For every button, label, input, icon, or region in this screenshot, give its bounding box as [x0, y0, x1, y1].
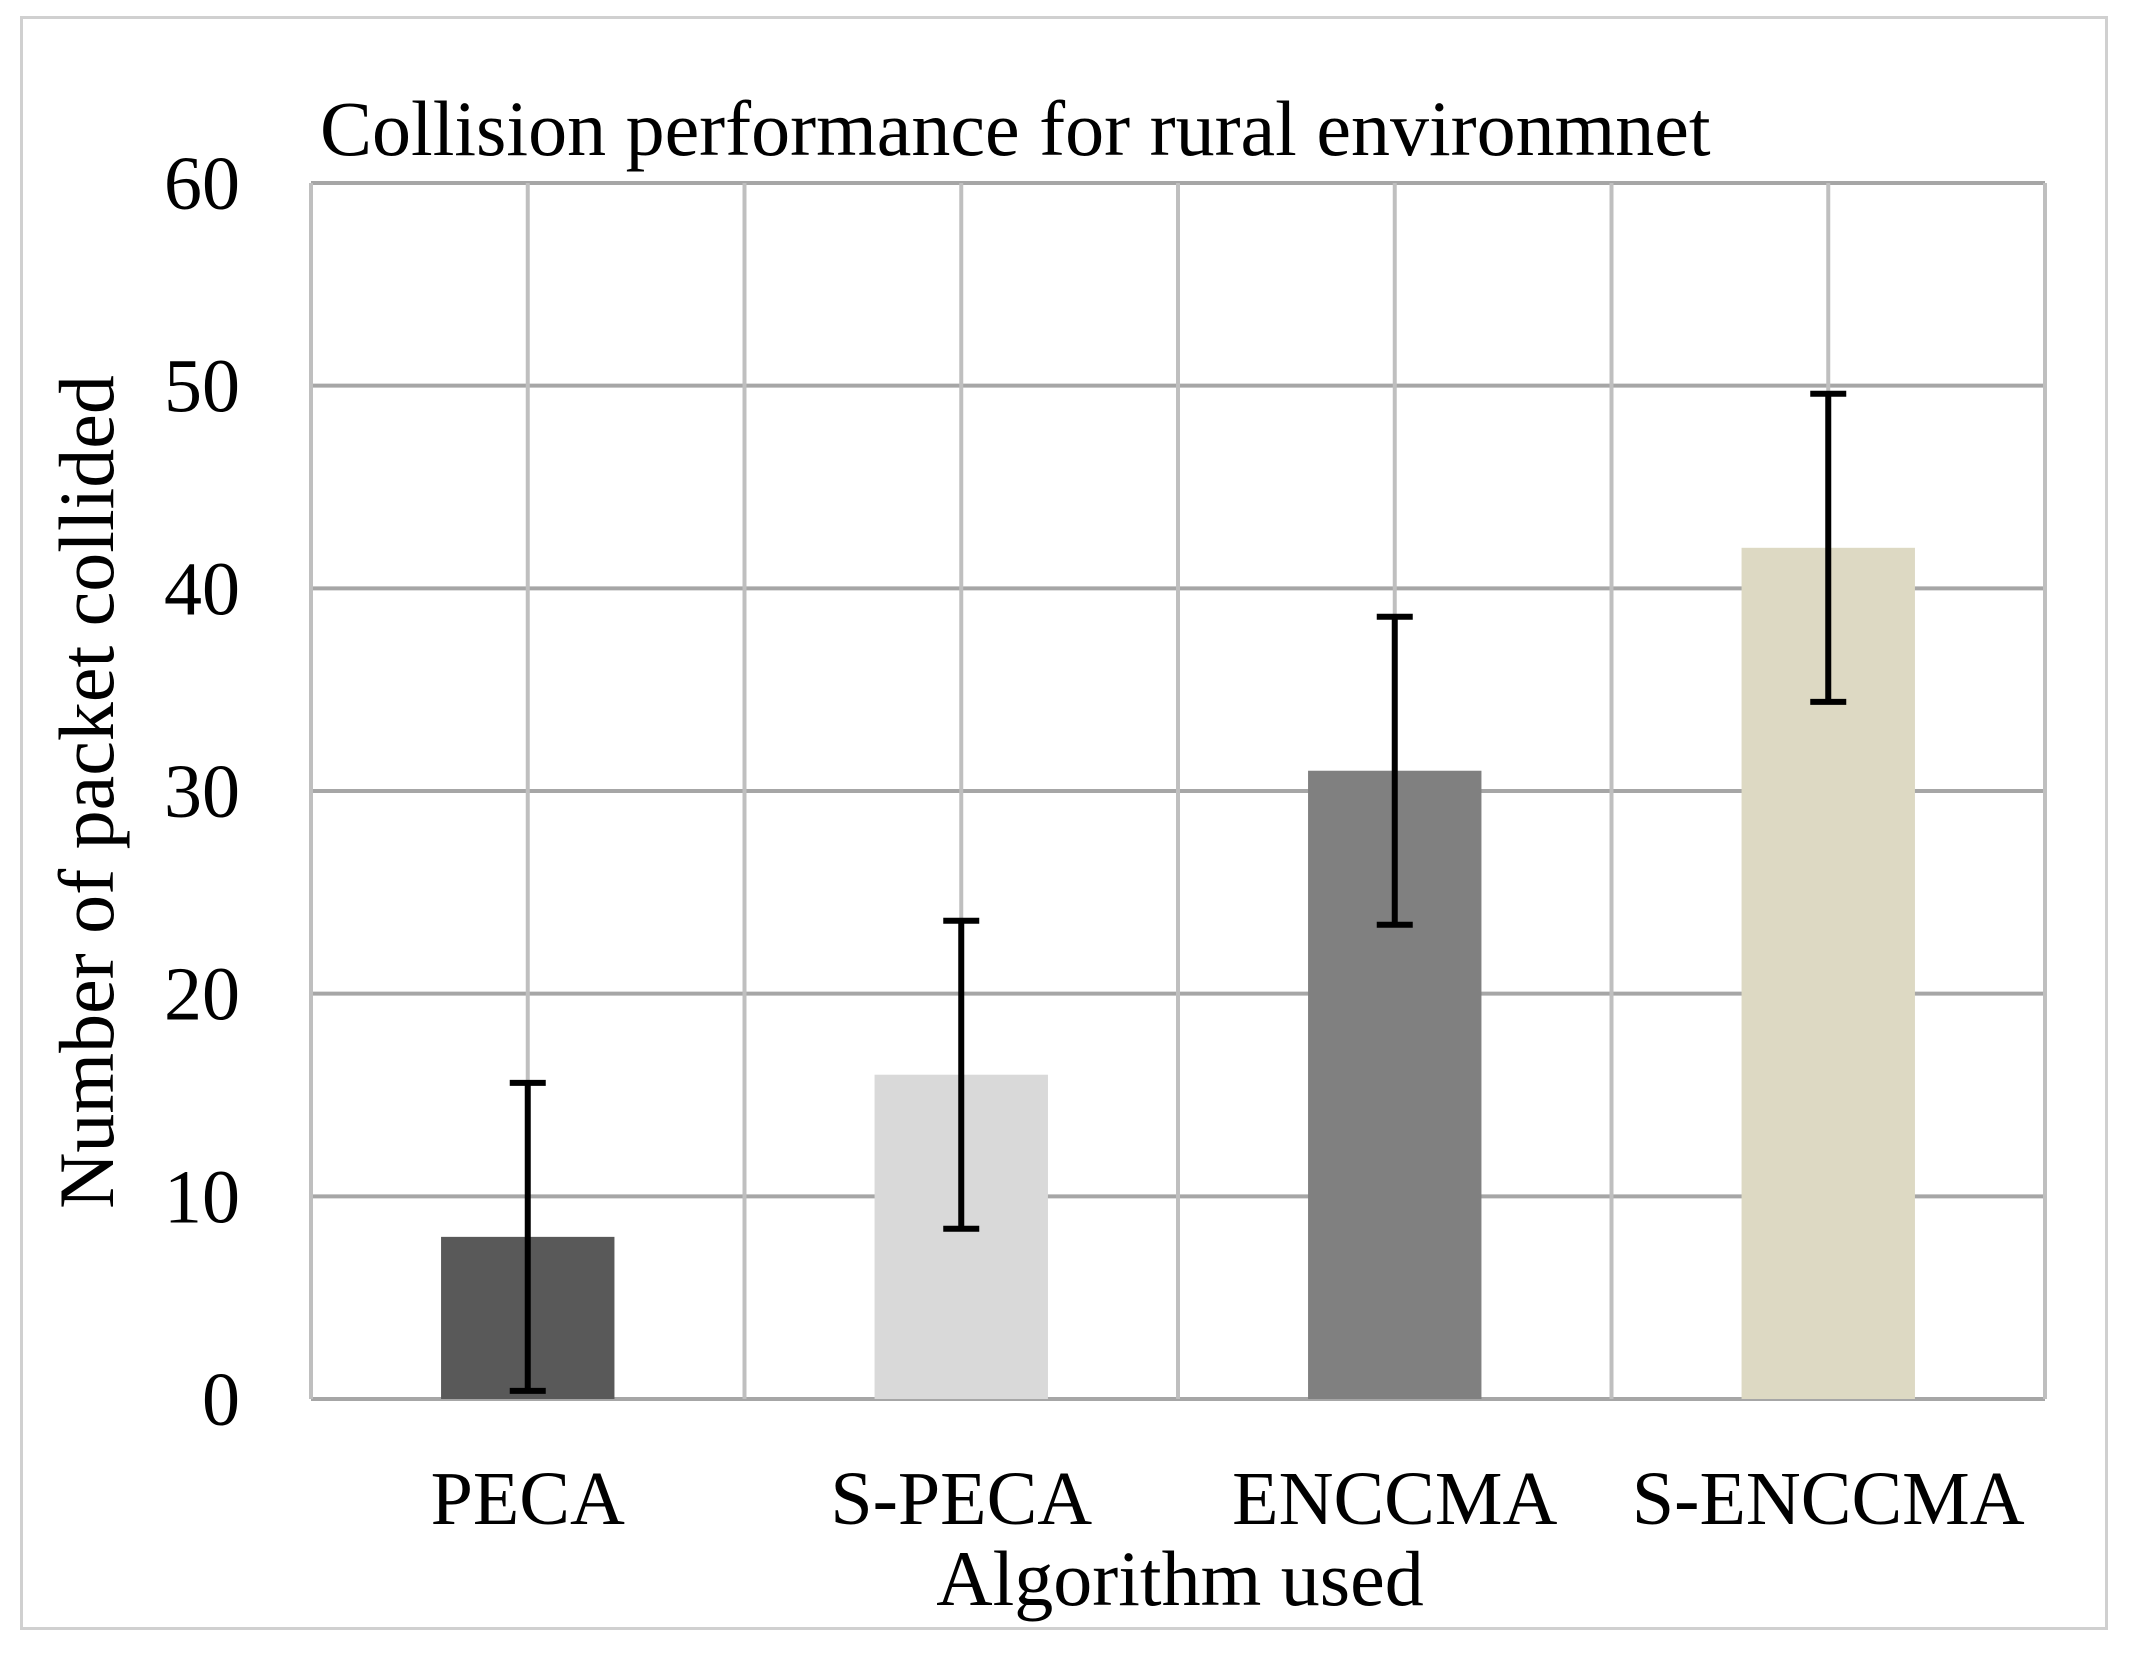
y-axis-label: Number of packet collided — [43, 375, 130, 1209]
y-tick-label: 60 — [164, 142, 240, 226]
y-tick-label: 10 — [164, 1155, 240, 1239]
x-tick-label: S-ENCCMA — [1632, 1457, 2025, 1541]
chart-title: Collision performance for rural environm… — [320, 85, 1711, 172]
x-axis-label: Algorithm used — [936, 1535, 1423, 1622]
y-tick-label: 20 — [164, 953, 240, 1037]
x-tick-label: PECA — [431, 1457, 625, 1541]
x-tick-label: ENCCMA — [1232, 1457, 1557, 1541]
y-tick-labels: 0 10 20 30 40 50 60 — [164, 142, 240, 1442]
y-tick-label: 30 — [164, 750, 240, 834]
y-tick-label: 50 — [164, 345, 240, 429]
error-bars — [509, 390, 1847, 1394]
x-tick-label: S-PECA — [830, 1457, 1092, 1541]
x-tick-labels: PECA S-PECA ENCCMA S-ENCCMA — [431, 1457, 2025, 1541]
y-tick-label: 40 — [164, 547, 240, 631]
y-tick-label: 0 — [202, 1358, 240, 1442]
